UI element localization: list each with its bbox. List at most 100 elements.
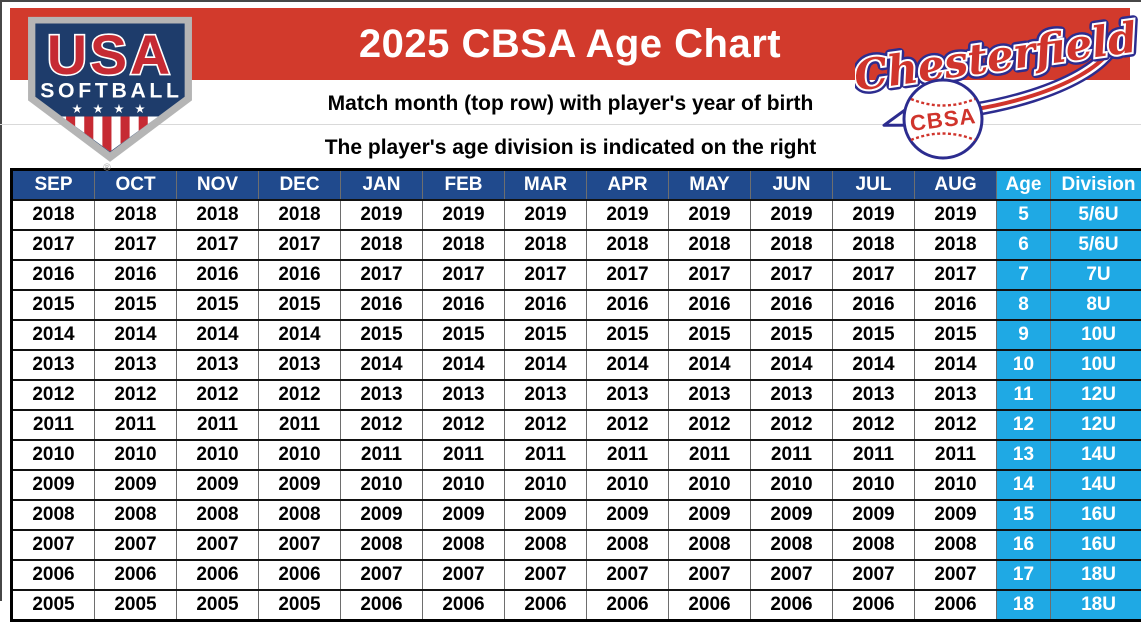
birth-year-cell: 2014 [669, 350, 751, 380]
birth-year-cell: 2006 [341, 590, 423, 621]
birth-year-cell: 2009 [95, 470, 177, 500]
birth-year-cell: 2015 [915, 320, 997, 350]
birth-year-cell: 2015 [95, 290, 177, 320]
division-cell: 14U [1051, 440, 1141, 470]
birth-year-cell: 2008 [177, 500, 259, 530]
birth-year-cell: 2013 [177, 350, 259, 380]
birth-year-cell: 2017 [259, 230, 341, 260]
birth-year-cell: 2010 [915, 470, 997, 500]
birth-year-cell: 2012 [12, 380, 95, 410]
registered-mark: ® [103, 163, 111, 174]
birth-year-cell: 2013 [505, 380, 587, 410]
birth-year-cell: 2009 [259, 470, 341, 500]
birth-year-cell: 2016 [177, 260, 259, 290]
birth-year-cell: 2007 [751, 560, 833, 590]
birth-year-cell: 2015 [505, 320, 587, 350]
birth-year-cell: 2008 [751, 530, 833, 560]
birth-year-cell: 2017 [95, 230, 177, 260]
birth-year-cell: 2011 [95, 410, 177, 440]
birth-year-cell: 2009 [505, 500, 587, 530]
birth-year-cell: 2014 [587, 350, 669, 380]
birth-year-cell: 2009 [915, 500, 997, 530]
division-cell: 16U [1051, 530, 1141, 560]
usa-softball-logo: USA SOFTBALL ★ ★ ★ ★ ® [22, 14, 198, 175]
birth-year-cell: 2007 [423, 560, 505, 590]
birth-year-cell: 2008 [505, 530, 587, 560]
page-title: 2025 CBSA Age Chart [359, 22, 781, 67]
birth-year-cell: 2005 [177, 590, 259, 621]
birth-year-cell: 2009 [423, 500, 505, 530]
birth-year-cell: 2017 [177, 230, 259, 260]
softball-text: SOFTBALL [40, 79, 182, 102]
birth-year-cell: 2006 [12, 560, 95, 590]
birth-year-cell: 2018 [751, 230, 833, 260]
birth-year-cell: 2019 [833, 200, 915, 230]
birth-year-cell: 2018 [587, 230, 669, 260]
age-cell: 17 [997, 560, 1051, 590]
birth-year-cell: 2010 [341, 470, 423, 500]
birth-year-cell: 2016 [95, 260, 177, 290]
birth-year-cell: 2010 [669, 470, 751, 500]
age-cell: 14 [997, 470, 1051, 500]
birth-year-cell: 2008 [12, 500, 95, 530]
birth-year-cell: 2009 [751, 500, 833, 530]
birth-year-cell: 2014 [915, 350, 997, 380]
age-cell: 16 [997, 530, 1051, 560]
birth-year-cell: 2009 [341, 500, 423, 530]
age-cell: 18 [997, 590, 1051, 621]
birth-year-cell: 2013 [751, 380, 833, 410]
birth-year-cell: 2011 [505, 440, 587, 470]
birth-year-cell: 2005 [12, 590, 95, 621]
birth-year-cell: 2007 [505, 560, 587, 590]
birth-year-cell: 2014 [833, 350, 915, 380]
month-header-cell: APR [587, 170, 669, 201]
division-cell: 5/6U [1051, 230, 1141, 260]
birth-year-cell: 2005 [95, 590, 177, 621]
birth-year-cell: 2011 [915, 440, 997, 470]
month-header-cell: MAY [669, 170, 751, 201]
birth-year-cell: 2017 [915, 260, 997, 290]
birth-year-cell: 2014 [259, 320, 341, 350]
division-cell: 12U [1051, 380, 1141, 410]
birth-year-cell: 2016 [915, 290, 997, 320]
usa-text: USA [47, 24, 173, 86]
division-cell: 8U [1051, 290, 1141, 320]
birth-year-cell: 2016 [587, 290, 669, 320]
age-cell: 15 [997, 500, 1051, 530]
birth-year-cell: 2018 [95, 200, 177, 230]
birth-year-cell: 2008 [423, 530, 505, 560]
birth-year-cell: 2013 [423, 380, 505, 410]
birth-year-cell: 2006 [177, 560, 259, 590]
birth-year-cell: 2017 [423, 260, 505, 290]
birth-year-cell: 2016 [12, 260, 95, 290]
month-header-cell: DEC [259, 170, 341, 201]
birth-year-cell: 2008 [669, 530, 751, 560]
birth-year-cell: 2007 [95, 530, 177, 560]
division-cell: 10U [1051, 350, 1141, 380]
birth-year-cell: 2015 [341, 320, 423, 350]
division-header-cell: Division [1051, 170, 1141, 201]
birth-year-cell: 2018 [259, 200, 341, 230]
birth-year-cell: 2017 [669, 260, 751, 290]
birth-year-cell: 2007 [259, 530, 341, 560]
birth-year-cell: 2014 [341, 350, 423, 380]
month-header-cell: JUL [833, 170, 915, 201]
birth-year-cell: 2015 [833, 320, 915, 350]
birth-year-cell: 2010 [751, 470, 833, 500]
birth-year-cell: 2013 [259, 350, 341, 380]
birth-year-cell: 2012 [833, 410, 915, 440]
birth-year-cell: 2011 [587, 440, 669, 470]
division-cell: 18U [1051, 560, 1141, 590]
division-cell: 14U [1051, 470, 1141, 500]
birth-year-cell: 2011 [259, 410, 341, 440]
birth-year-cell: 2006 [751, 590, 833, 621]
birth-year-cell: 2012 [177, 380, 259, 410]
birth-year-cell: 2013 [341, 380, 423, 410]
birth-year-cell: 2012 [915, 410, 997, 440]
